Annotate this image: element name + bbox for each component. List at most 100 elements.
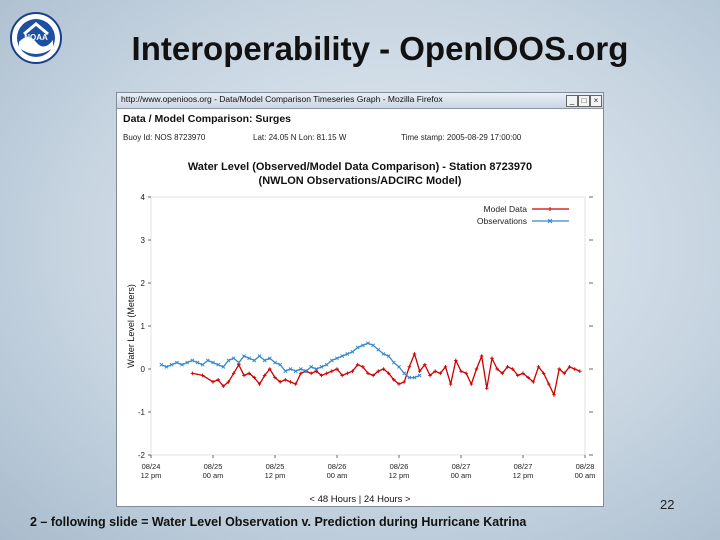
observations-point (417, 373, 422, 378)
plot-area (150, 196, 586, 456)
observations-point (205, 358, 210, 363)
observations-point (309, 364, 314, 369)
buoy-id: Buoy Id: NOS 8723970 (123, 133, 206, 142)
time-stamp: Time stamp: 2005-08-29 17:00:00 (401, 133, 522, 142)
observations-point (293, 369, 298, 374)
model-data-point (299, 371, 303, 376)
observations-point (190, 358, 195, 363)
window-title: http://www.openioos.org - Data/Model Com… (121, 94, 443, 104)
model-data-point (309, 371, 313, 376)
model-data-point (547, 382, 551, 386)
x-tick-label: 08/27 (452, 462, 471, 471)
model-data-point (350, 369, 355, 373)
observations-point (376, 347, 381, 352)
x-tick-label: 08/26 (328, 462, 347, 471)
model-data-point (397, 382, 401, 386)
model-data-point (335, 367, 339, 371)
y-tick-label: -1 (138, 408, 146, 417)
legend-marker (547, 218, 553, 224)
observations-point (273, 360, 277, 365)
legend-label: Model Data (484, 204, 528, 214)
observations-point (278, 362, 283, 367)
observations-point (391, 360, 396, 365)
model-data-point (319, 373, 324, 378)
model-data-point (578, 369, 582, 373)
x-tick-label: 12 pm (141, 471, 162, 480)
water-level-chart: Water Level (Observed/Model Data Compari… (126, 161, 596, 505)
model-data-point (541, 371, 546, 376)
x-axis-label[interactable]: < 48 Hours | 24 Hours > (309, 494, 411, 505)
model-data-point (495, 367, 499, 371)
observations-point (164, 364, 169, 369)
observations-point (386, 354, 391, 359)
minimize-button[interactable]: _ (566, 95, 578, 107)
model-data-point (443, 365, 448, 369)
observations-point (262, 358, 267, 363)
y-tick-label: 4 (141, 193, 146, 202)
model-data-point (366, 371, 370, 376)
observations-point (324, 362, 329, 367)
x-tick-label: 00 am (451, 471, 472, 480)
observations-point (236, 360, 241, 365)
model-data-point (237, 362, 241, 367)
legend-label: Observations (477, 216, 527, 226)
model-data-point (412, 352, 417, 356)
model-data-point (376, 369, 381, 373)
model-data-point (448, 382, 453, 386)
model-data-point (314, 369, 319, 373)
model-data-point (552, 393, 556, 397)
model-data-point (428, 373, 432, 378)
x-tick-label: 00 am (575, 471, 596, 480)
model-data-point (567, 365, 572, 369)
maximize-button[interactable]: □ (578, 95, 590, 107)
chart-title: Water Level (Observed/Model Data Compari… (188, 161, 532, 173)
observations-point (283, 369, 288, 374)
observations-point (366, 341, 370, 346)
lat-lon: Lat: 24.05 N Lon: 81.15 W (253, 133, 347, 142)
x-tick-label: 12 pm (389, 471, 410, 480)
model-data-point (572, 367, 577, 371)
observations-point (252, 358, 257, 363)
model-data-point (242, 373, 246, 378)
observations-line (161, 342, 420, 379)
model-data-point (459, 369, 463, 373)
observations-point (185, 360, 190, 365)
model-data-point (407, 365, 412, 369)
observations-point (407, 375, 412, 380)
model-data-point (402, 380, 406, 384)
observations-point (314, 367, 319, 371)
model-data-point (526, 375, 530, 380)
observations-point (371, 343, 376, 348)
x-tick-label: 08/27 (514, 462, 533, 471)
model-data-point (386, 371, 391, 376)
model-data-point (392, 377, 396, 382)
observations-point (397, 364, 401, 369)
observations-point (200, 362, 205, 367)
model-data-point (490, 356, 494, 361)
x-tick-label: 12 pm (265, 471, 286, 480)
model-data-point (557, 367, 561, 371)
observations-point (335, 356, 339, 361)
model-data-point (469, 382, 474, 386)
window-titlebar[interactable]: http://www.openioos.org - Data/Model Com… (117, 93, 603, 109)
model-data-point (510, 367, 515, 371)
model-data-point (345, 371, 350, 376)
observations-point (242, 354, 246, 359)
observations-point (329, 358, 334, 363)
model-data-point (330, 369, 334, 373)
observations-point (381, 352, 386, 356)
close-button[interactable]: × (590, 95, 602, 107)
slide-footer: 2 – following slide = Water Level Observ… (30, 515, 527, 529)
observations-point (288, 367, 293, 371)
model-data-point (531, 380, 536, 384)
model-data-point (247, 371, 251, 376)
model-data-point (381, 367, 386, 371)
observations-point (340, 354, 345, 359)
model-data-point (262, 373, 267, 378)
observations-point (159, 362, 164, 367)
model-data-point (211, 380, 215, 384)
page-heading: Data / Model Comparison: Surges (123, 113, 292, 125)
legend: Model Data Observations (477, 204, 569, 226)
model-data-point (226, 380, 231, 384)
x-tick-label: 08/25 (266, 462, 285, 471)
